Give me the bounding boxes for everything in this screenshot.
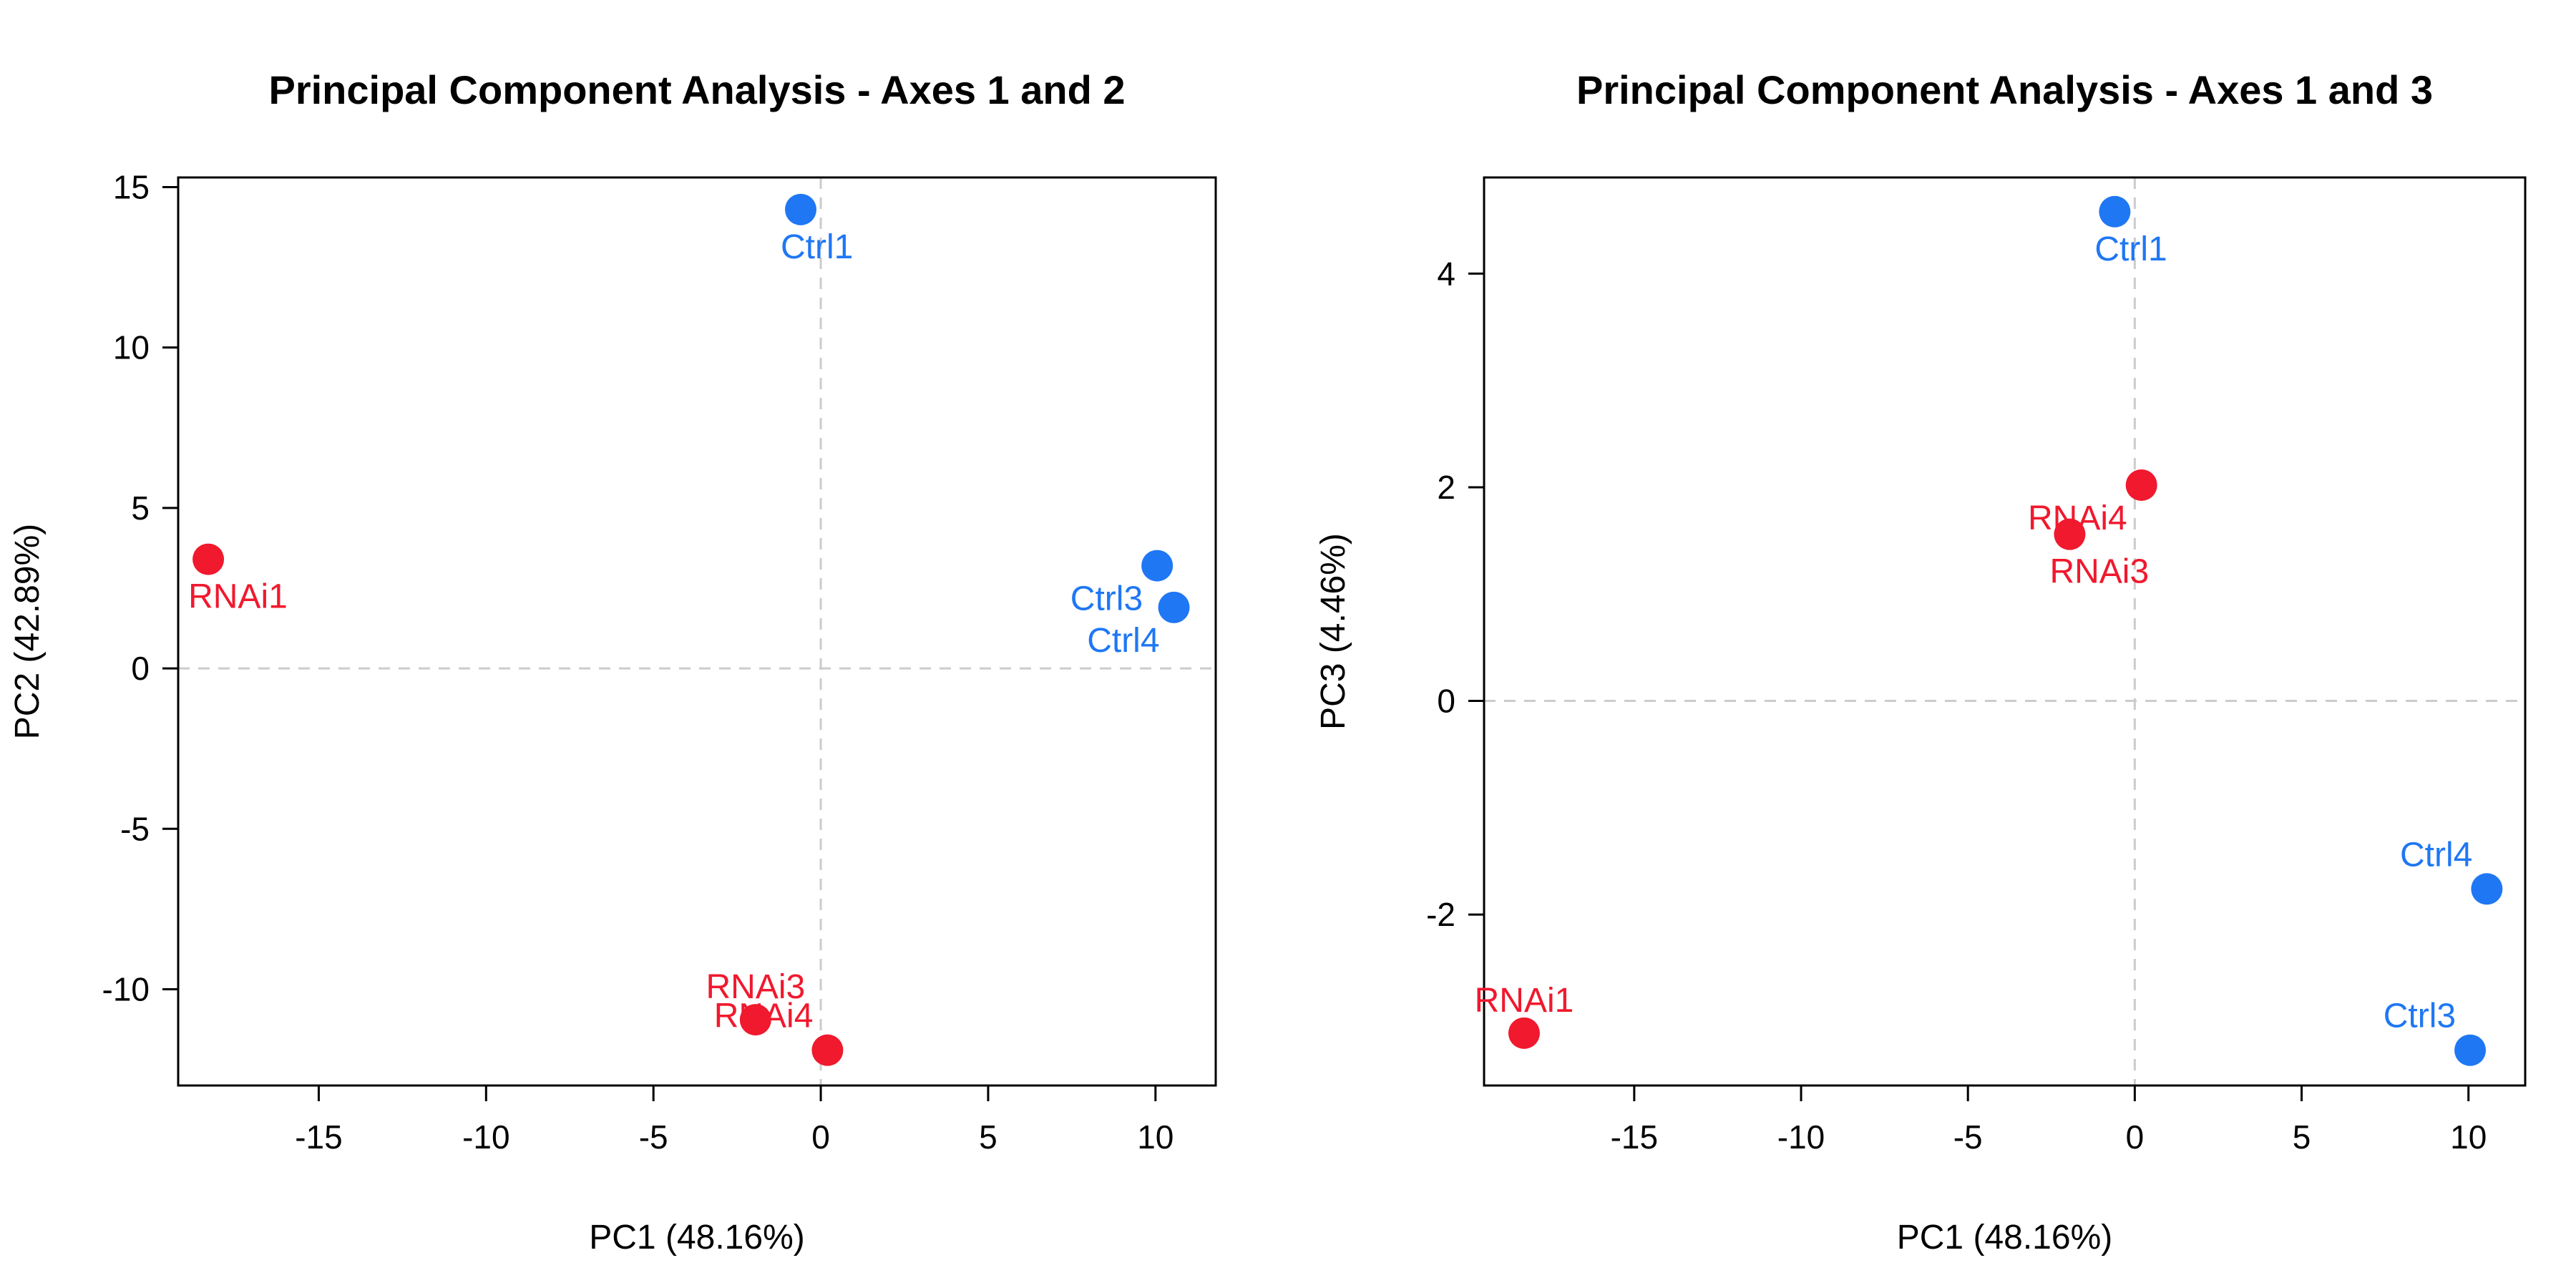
data-point-ctrl3 bbox=[2454, 1034, 2487, 1066]
data-label-ctrl3: Ctrl3 bbox=[1070, 580, 1143, 618]
data-label-ctrl1: Ctrl1 bbox=[2094, 230, 2167, 268]
x-axis-title: PC1 (48.16%) bbox=[1897, 1219, 2112, 1257]
x-tick-label: 5 bbox=[2293, 1118, 2311, 1156]
y-tick-label: 2 bbox=[1437, 469, 1455, 506]
x-tick-label: -5 bbox=[639, 1118, 668, 1156]
pca-panel-axes-1-3: Principal Component Analysis - Axes 1 an… bbox=[1314, 67, 2527, 1257]
y-tick-label: 0 bbox=[1437, 683, 1455, 720]
y-axis-title: PC2 (42.89%) bbox=[9, 524, 47, 739]
y-axis-title: PC3 (4.46%) bbox=[1314, 533, 1352, 730]
x-tick-label: 0 bbox=[2126, 1118, 2145, 1156]
y-tick-label: -2 bbox=[1426, 896, 1455, 933]
x-axis-title: PC1 (48.16%) bbox=[589, 1219, 804, 1257]
data-label-rnai1: RNAi1 bbox=[188, 578, 288, 616]
data-point-rnai1 bbox=[1508, 1017, 1540, 1049]
y-tick-label: -5 bbox=[120, 810, 150, 847]
x-tick-label: 10 bbox=[2450, 1118, 2487, 1156]
data-point-ctrl4 bbox=[2471, 873, 2503, 905]
x-tick-label: 10 bbox=[1137, 1118, 1174, 1156]
chart-title: Principal Component Analysis - Axes 1 an… bbox=[1576, 67, 2433, 112]
chart-title: Principal Component Analysis - Axes 1 an… bbox=[268, 67, 1125, 112]
pca-panel-axes-1-2: Principal Component Analysis - Axes 1 an… bbox=[9, 67, 1217, 1257]
data-label-ctrl1: Ctrl1 bbox=[781, 228, 853, 266]
data-point-rnai4 bbox=[2125, 469, 2157, 501]
x-tick-label: -10 bbox=[462, 1118, 509, 1156]
data-point-ctrl1 bbox=[2099, 195, 2131, 228]
x-tick-label: 5 bbox=[979, 1118, 997, 1156]
data-point-rnai4 bbox=[811, 1034, 844, 1066]
y-tick-label: 0 bbox=[131, 650, 150, 687]
y-tick-label: 5 bbox=[131, 489, 150, 527]
data-label-ctrl3: Ctrl3 bbox=[2384, 997, 2456, 1035]
data-point-rnai3 bbox=[2054, 518, 2086, 550]
data-label-ctrl4: Ctrl4 bbox=[1087, 622, 1159, 660]
data-point-rnai3 bbox=[739, 1004, 771, 1036]
x-tick-label: 0 bbox=[811, 1118, 830, 1156]
x-tick-label: -5 bbox=[1953, 1118, 1983, 1156]
y-tick-label: -10 bbox=[102, 970, 150, 1008]
data-label-rnai4: RNAi4 bbox=[714, 997, 814, 1035]
data-point-rnai1 bbox=[192, 543, 225, 575]
x-tick-label: -15 bbox=[295, 1118, 342, 1156]
y-tick-label: 4 bbox=[1437, 255, 1455, 292]
data-label-rnai3: RNAi3 bbox=[706, 968, 806, 1006]
plot-frame bbox=[1483, 176, 2527, 1087]
x-tick-label: -15 bbox=[1611, 1118, 1658, 1156]
y-tick-label: 10 bbox=[113, 329, 150, 366]
data-label-rnai1: RNAi1 bbox=[1475, 982, 1574, 1020]
data-point-ctrl1 bbox=[785, 193, 816, 225]
plot-frame bbox=[177, 176, 1217, 1087]
data-point-ctrl4 bbox=[1158, 591, 1190, 623]
data-label-ctrl4: Ctrl4 bbox=[2400, 836, 2472, 874]
data-point-ctrl3 bbox=[1141, 550, 1174, 582]
data-label-rnai3: RNAi3 bbox=[2049, 553, 2149, 591]
x-tick-label: -10 bbox=[1777, 1118, 1825, 1156]
y-tick-label: 15 bbox=[113, 168, 150, 205]
data-label-rnai4: RNAi4 bbox=[2028, 499, 2127, 537]
